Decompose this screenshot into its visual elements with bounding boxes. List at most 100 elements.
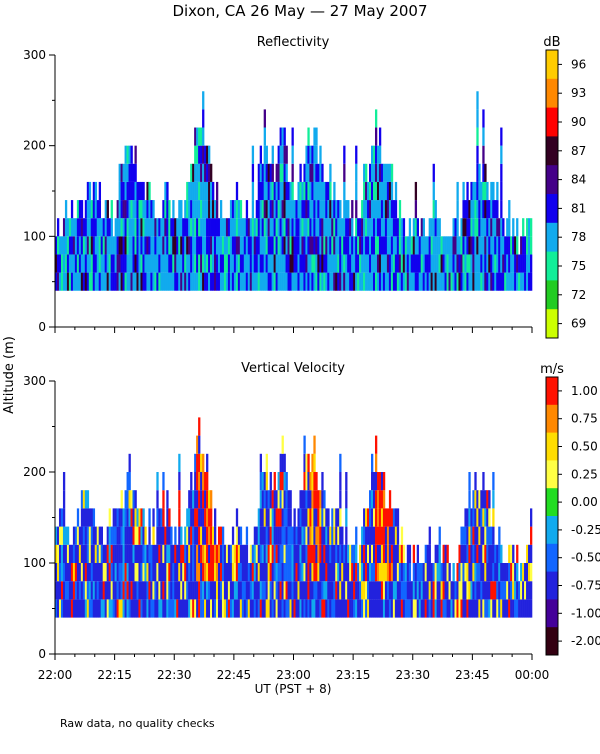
heatmap-cell xyxy=(251,163,255,182)
heatmap-cell xyxy=(271,581,274,600)
heatmap-cell xyxy=(359,563,362,582)
heatmap-cell xyxy=(86,599,90,618)
heatmap-cell xyxy=(283,254,286,273)
heatmap-cell xyxy=(442,272,445,291)
heatmap-cell xyxy=(307,544,310,563)
heatmap-cell xyxy=(319,181,322,201)
heatmap-cell xyxy=(418,236,421,255)
heatmap-cell xyxy=(136,272,139,291)
heatmap-cell xyxy=(239,254,243,273)
heatmap-cell xyxy=(158,236,161,255)
heatmap-cell xyxy=(180,581,183,600)
heatmap-cell xyxy=(305,272,308,291)
heatmap-cell xyxy=(86,236,90,255)
heatmap-cell xyxy=(190,236,193,255)
heatmap-cell xyxy=(190,526,193,545)
colorbar-swatch xyxy=(546,194,558,224)
heatmap-cell xyxy=(269,526,272,545)
heatmap-cell xyxy=(345,200,348,219)
heatmap-cell xyxy=(291,563,294,582)
heatmap-cell xyxy=(520,272,523,291)
heatmap-cell xyxy=(84,581,88,600)
heatmap-cell xyxy=(508,563,511,582)
heatmap-cell xyxy=(357,218,360,237)
heatmap-cell xyxy=(315,200,318,219)
heatmap-cell xyxy=(462,272,465,291)
heatmap-cell xyxy=(200,563,203,582)
heatmap-cell xyxy=(253,254,257,273)
heatmap-cell xyxy=(100,272,103,291)
heatmap-cell xyxy=(128,581,131,600)
heatmap-cell xyxy=(486,508,489,527)
heatmap-cell xyxy=(210,526,213,545)
heatmap-cell xyxy=(214,526,217,545)
heatmap-cell xyxy=(384,200,388,219)
heatmap-cell xyxy=(374,181,378,201)
heatmap-cell xyxy=(140,581,143,600)
heatmap-cell xyxy=(66,544,70,563)
heatmap-cell xyxy=(82,581,86,600)
heatmap-cell xyxy=(349,218,352,237)
heatmap-cell xyxy=(122,218,125,237)
heatmap-cell xyxy=(478,581,481,600)
heatmap-cell xyxy=(98,599,102,618)
heatmap-cell xyxy=(180,218,183,237)
x-tick-label: 22:00 xyxy=(38,668,73,682)
heatmap-cell xyxy=(426,581,429,600)
heatmap-cell xyxy=(182,272,185,291)
heatmap-cell xyxy=(311,490,314,509)
heatmap-cell xyxy=(384,508,388,527)
colorbar-label: 72 xyxy=(571,288,586,302)
heatmap-cell xyxy=(192,508,195,527)
colorbar-swatch xyxy=(546,432,558,461)
heatmap-cell xyxy=(281,453,284,472)
heatmap-cell xyxy=(202,272,205,291)
heatmap-cell xyxy=(263,508,266,527)
heatmap-cell xyxy=(124,163,127,182)
heatmap-cell xyxy=(492,581,495,600)
heatmap-cell xyxy=(432,200,435,219)
heatmap-cell xyxy=(275,490,278,509)
heatmap-cell xyxy=(128,145,131,164)
heatmap-cell xyxy=(414,599,418,618)
heatmap-cell xyxy=(271,599,274,618)
heatmap-cell xyxy=(404,272,408,291)
heatmap-cell xyxy=(96,254,100,273)
heatmap-cell xyxy=(214,200,217,219)
heatmap-cell xyxy=(392,236,396,255)
heatmap-cell xyxy=(355,181,358,201)
heatmap-cell xyxy=(504,272,507,291)
heatmap-cell xyxy=(359,236,362,255)
heatmap-cell xyxy=(526,581,529,600)
heatmap-cell xyxy=(329,200,332,219)
heatmap-cell xyxy=(172,218,175,237)
heatmap-cell xyxy=(221,599,225,618)
heatmap-cell xyxy=(329,163,332,182)
heatmap-cell xyxy=(229,218,233,237)
heatmap-cell xyxy=(235,599,239,618)
heatmap-cell xyxy=(108,218,111,237)
colorbar-swatch xyxy=(546,222,558,253)
heatmap-cell xyxy=(122,200,125,219)
heatmap-cell xyxy=(522,254,525,273)
heatmap-cell xyxy=(432,181,435,201)
heatmap-cell xyxy=(124,563,127,582)
heatmap-cell xyxy=(84,508,88,527)
heatmap-cell xyxy=(390,526,394,545)
heatmap-cell xyxy=(142,581,145,600)
heatmap-cell xyxy=(265,181,268,201)
heatmap-cell xyxy=(339,254,342,273)
heatmap-cell xyxy=(120,563,123,582)
heatmap-cell xyxy=(142,526,145,545)
heatmap-cell xyxy=(140,236,143,255)
heatmap-cell xyxy=(289,508,292,527)
heatmap-cell xyxy=(528,272,531,291)
heatmap-cell xyxy=(452,272,455,291)
heatmap-cell xyxy=(376,490,380,509)
heatmap-cell xyxy=(66,599,70,618)
heatmap-cell xyxy=(315,218,318,237)
heatmap-cell xyxy=(307,236,310,255)
heatmap-cell xyxy=(156,526,159,545)
heatmap-cell xyxy=(208,272,211,291)
heatmap-cell xyxy=(223,581,227,600)
